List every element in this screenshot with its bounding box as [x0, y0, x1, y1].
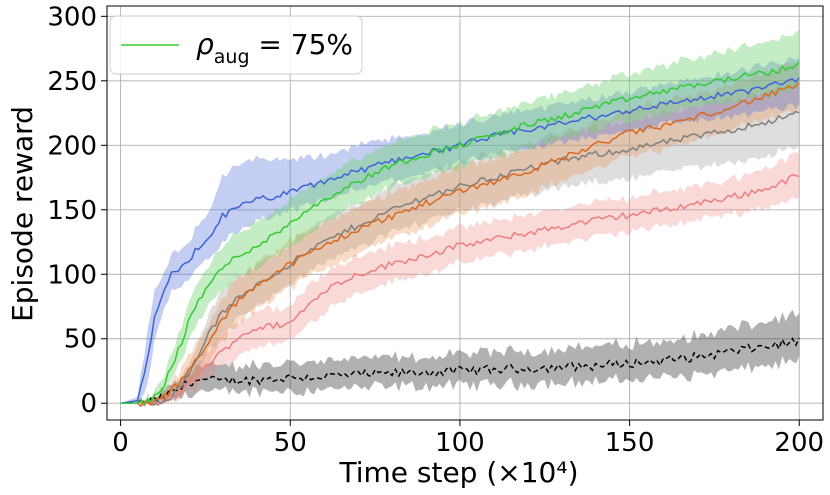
y-tick-label-5: 250: [47, 67, 97, 97]
line-black-dashed: [120, 337, 800, 405]
y-tick-label-2: 100: [47, 260, 97, 290]
series-lines: [120, 62, 800, 408]
band-salmon: [120, 151, 800, 404]
plot-frame: [106, 5, 824, 421]
band-gray: [120, 79, 800, 406]
x-tick-label-4: 200: [774, 428, 824, 458]
x-tick-label-3: 150: [605, 428, 655, 458]
x-tick-label-1: 50: [274, 428, 307, 458]
x-axis-ticks: 0 50 100 150 200: [112, 420, 824, 458]
confidence-bands: [120, 30, 800, 406]
y-axis-ticks: 0 50 100 150 200 250 300: [47, 2, 107, 419]
line-green: [120, 62, 800, 406]
x-tick-label-2: 100: [435, 428, 485, 458]
x-tick-label-0: 0: [112, 428, 129, 458]
legend: ρaug = 75%: [109, 15, 363, 75]
band-orange: [120, 60, 800, 405]
y-axis-title: Episode reward: [6, 106, 39, 322]
line-gray: [120, 110, 800, 406]
line-orange: [120, 81, 800, 408]
y-tick-label-3: 150: [47, 196, 97, 226]
band-green: [120, 30, 800, 404]
legend-value: = 75%: [250, 28, 354, 61]
legend-box: [109, 15, 363, 75]
legend-label: ρaug = 75%: [196, 28, 353, 68]
legend-symbol: ρ: [196, 28, 214, 61]
y-tick-label-6: 300: [47, 2, 97, 32]
band-black-dashed: [120, 309, 800, 404]
line-salmon: [120, 173, 800, 407]
y-tick-label-0: 0: [80, 389, 97, 419]
band-blue: [120, 56, 800, 404]
legend-subscript: aug: [214, 46, 250, 68]
y-tick-label-1: 50: [64, 325, 97, 355]
x-axis-title: Time step (×10⁴): [338, 456, 578, 489]
y-tick-label-4: 200: [47, 131, 97, 161]
